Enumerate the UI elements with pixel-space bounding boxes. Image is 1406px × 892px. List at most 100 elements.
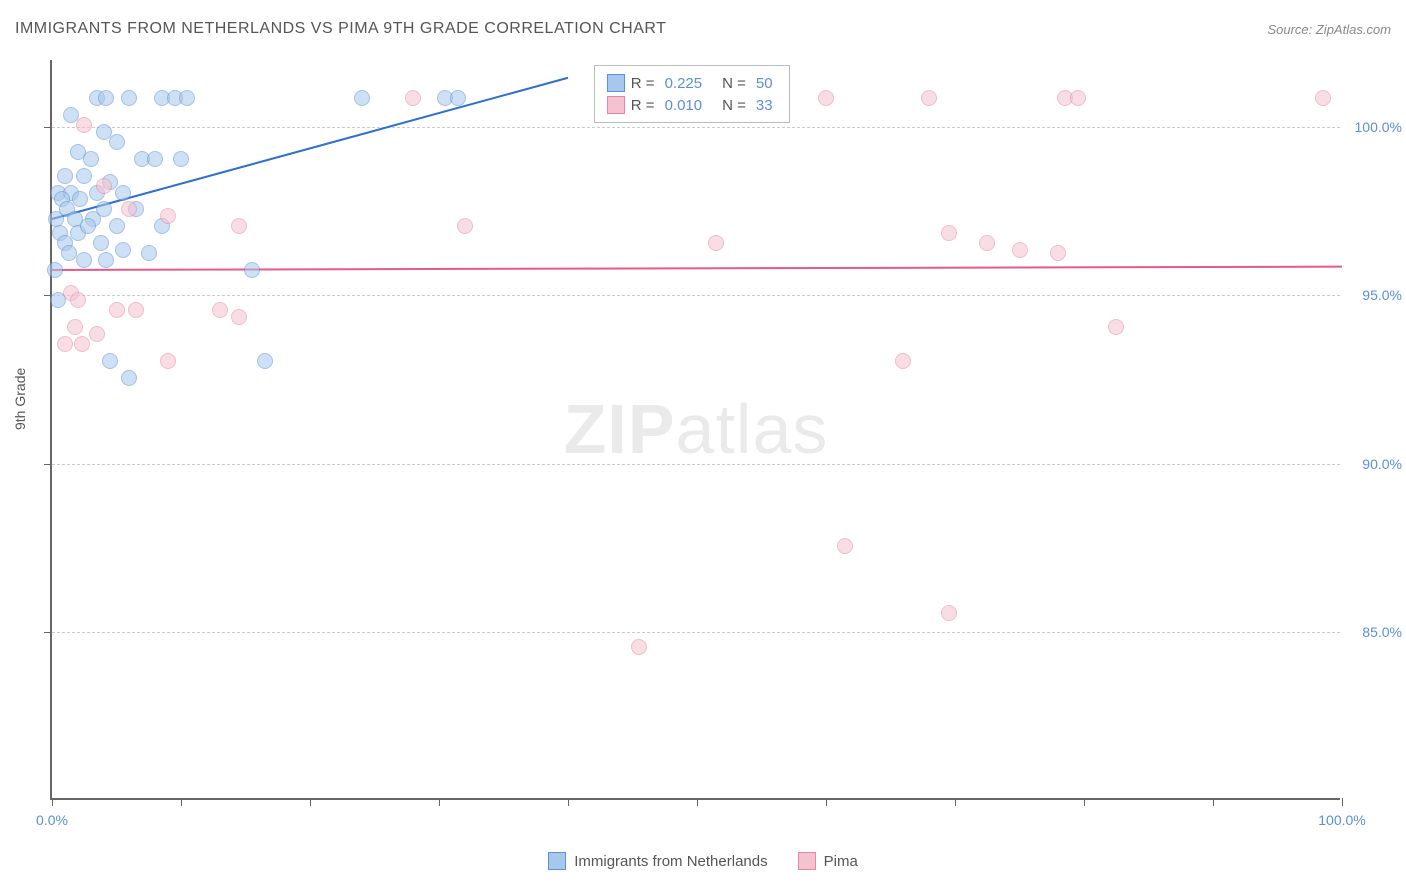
gridline-h	[52, 464, 1340, 465]
scatter-point	[76, 168, 92, 184]
scatter-point	[979, 235, 995, 251]
scatter-point	[93, 235, 109, 251]
scatter-point	[405, 90, 421, 106]
y-axis-label: 9th Grade	[12, 368, 28, 430]
scatter-point	[57, 336, 73, 352]
legend-swatch	[607, 96, 625, 114]
stats-legend: R =0.225N =50R =0.010N =33	[594, 65, 790, 123]
scatter-point	[74, 336, 90, 352]
scatter-point	[895, 353, 911, 369]
scatter-point	[1070, 90, 1086, 106]
scatter-point	[244, 262, 260, 278]
bottom-legend-label: Pima	[824, 853, 858, 870]
x-tick	[52, 798, 53, 806]
scatter-point	[89, 326, 105, 342]
x-tick-label: 100.0%	[1318, 812, 1365, 828]
stats-legend-row: R = 0.225 N = 50	[607, 72, 777, 94]
scatter-point	[1050, 245, 1066, 261]
scatter-point	[109, 218, 125, 234]
x-tick-label: 0.0%	[36, 812, 68, 828]
scatter-point	[121, 90, 137, 106]
y-tick-label: 100.0%	[1347, 119, 1402, 135]
x-tick	[181, 798, 182, 806]
legend-swatch	[607, 74, 625, 92]
y-tick-label: 85.0%	[1347, 624, 1402, 640]
bottom-legend-item: Immigrants from Netherlands	[548, 852, 767, 870]
legend-swatch	[798, 852, 816, 870]
watermark: ZIPatlas	[564, 389, 829, 469]
scatter-point	[1012, 242, 1028, 258]
scatter-point	[83, 151, 99, 167]
scatter-point	[160, 353, 176, 369]
scatter-point	[67, 319, 83, 335]
source-attribution: Source: ZipAtlas.com	[1267, 22, 1391, 37]
scatter-point	[47, 262, 63, 278]
scatter-point	[102, 353, 118, 369]
scatter-point	[121, 201, 137, 217]
x-tick	[439, 798, 440, 806]
scatter-point	[179, 90, 195, 106]
stats-legend-row: R =0.010N =33	[607, 94, 777, 116]
x-tick	[826, 798, 827, 806]
scatter-point	[173, 151, 189, 167]
scatter-point	[141, 245, 157, 261]
scatter-point	[160, 208, 176, 224]
scatter-point	[70, 292, 86, 308]
y-tick	[44, 127, 52, 128]
scatter-point	[72, 191, 88, 207]
y-tick-label: 95.0%	[1347, 287, 1402, 303]
gridline-h	[52, 632, 1340, 633]
legend-r-label: R =	[631, 75, 655, 92]
scatter-point	[354, 90, 370, 106]
scatter-point	[257, 353, 273, 369]
scatter-point	[450, 90, 466, 106]
scatter-point	[818, 90, 834, 106]
scatter-point	[1108, 319, 1124, 335]
gridline-h	[52, 127, 1340, 128]
watermark-light: atlas	[676, 390, 829, 468]
scatter-point	[941, 605, 957, 621]
scatter-point	[96, 178, 112, 194]
legend-swatch	[548, 852, 566, 870]
scatter-point	[631, 639, 647, 655]
legend-n-value: 50	[756, 75, 773, 92]
x-tick	[310, 798, 311, 806]
legend-r-label: R =	[631, 97, 655, 114]
bottom-legend: Immigrants from Netherlands Pima	[0, 852, 1406, 870]
scatter-point	[76, 117, 92, 133]
scatter-point	[115, 185, 131, 201]
scatter-point	[109, 302, 125, 318]
chart-title: IMMIGRANTS FROM NETHERLANDS VS PIMA 9TH …	[15, 20, 666, 38]
scatter-point	[231, 309, 247, 325]
x-tick	[697, 798, 698, 806]
scatter-point	[76, 252, 92, 268]
scatter-point	[941, 225, 957, 241]
plot-area: ZIPatlas 85.0%90.0%95.0%100.0%0.0%100.0%…	[50, 60, 1340, 800]
title-bar: IMMIGRANTS FROM NETHERLANDS VS PIMA 9TH …	[15, 20, 1391, 38]
watermark-bold: ZIP	[564, 390, 676, 468]
legend-r-value: 0.225	[665, 75, 703, 92]
legend-r-value: 0.010	[665, 97, 703, 114]
scatter-point	[231, 218, 247, 234]
scatter-point	[98, 90, 114, 106]
legend-n-value: 33	[756, 97, 773, 114]
x-tick	[568, 798, 569, 806]
x-tick	[1213, 798, 1214, 806]
y-tick-label: 90.0%	[1347, 456, 1402, 472]
scatter-point	[457, 218, 473, 234]
scatter-point	[80, 218, 96, 234]
scatter-point	[921, 90, 937, 106]
scatter-point	[109, 134, 125, 150]
scatter-point	[708, 235, 724, 251]
scatter-point	[1315, 90, 1331, 106]
scatter-point	[212, 302, 228, 318]
scatter-point	[98, 252, 114, 268]
scatter-point	[57, 168, 73, 184]
legend-n-label: N =	[722, 75, 746, 92]
bottom-legend-item: Pima	[798, 852, 858, 870]
bottom-legend-label: Immigrants from Netherlands	[574, 853, 767, 870]
scatter-point	[115, 242, 131, 258]
x-tick	[1342, 798, 1343, 806]
gridline-h	[52, 295, 1340, 296]
y-tick	[44, 464, 52, 465]
